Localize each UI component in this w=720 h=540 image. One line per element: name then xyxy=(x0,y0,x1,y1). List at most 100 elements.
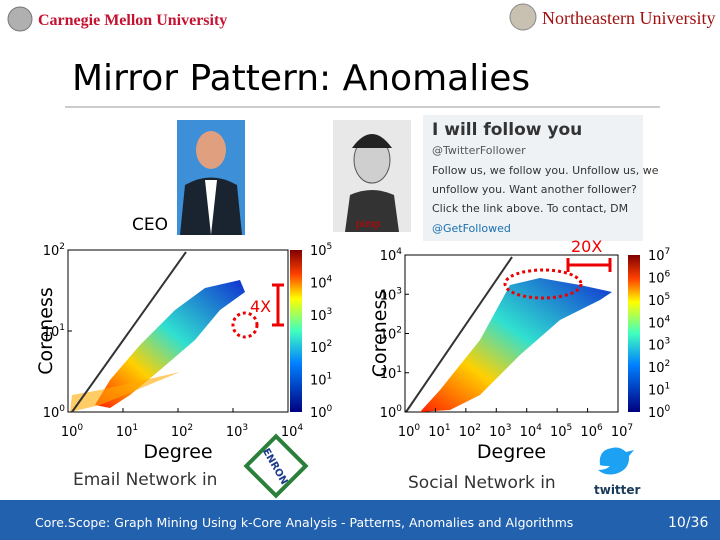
tick-label: 103 xyxy=(226,423,248,440)
y-axis-label: Coreness xyxy=(35,287,57,375)
density xyxy=(95,280,245,408)
tick-base: 10 xyxy=(550,425,567,440)
tick-label: 101 xyxy=(648,382,670,399)
tick-base: 10 xyxy=(398,425,415,440)
tick-exp: 2 xyxy=(59,242,65,252)
footer-bar xyxy=(0,500,720,540)
tick-base: 10 xyxy=(43,244,60,259)
tick-base: 10 xyxy=(489,425,506,440)
tick-base: 10 xyxy=(580,425,597,440)
tick-label: 105 xyxy=(550,423,572,440)
tick-label: 103 xyxy=(310,307,332,324)
tick-base: 10 xyxy=(116,425,133,440)
tick-exp: 4 xyxy=(396,247,402,257)
cmu-logo: Carnegie Mellon University xyxy=(38,12,227,29)
tick-label: 100 xyxy=(648,404,671,421)
tick-label: 106 xyxy=(648,269,671,286)
tick-label: 100 xyxy=(380,404,403,421)
tick-label: 101 xyxy=(380,365,402,382)
tick-base: 10 xyxy=(380,249,397,264)
tick-exp: 7 xyxy=(627,423,633,433)
tick-exp: 3 xyxy=(327,307,333,317)
tick-label: 107 xyxy=(611,423,633,440)
caption: Social Network in xyxy=(408,473,556,493)
bracket xyxy=(566,258,612,272)
tick-base: 10 xyxy=(459,425,476,440)
tweet-card xyxy=(423,115,643,241)
tick-base: 10 xyxy=(310,406,327,421)
tick-base: 10 xyxy=(648,294,665,309)
tick-exp: 0 xyxy=(327,404,333,414)
tick-base: 10 xyxy=(648,316,665,331)
tick-exp: 7 xyxy=(665,247,671,257)
x-axis-label: Degree xyxy=(477,441,546,463)
anomaly-circle xyxy=(231,311,259,339)
tick-base: 10 xyxy=(226,425,243,440)
tick-label: 100 xyxy=(61,423,84,440)
annotation: 20X xyxy=(571,237,602,256)
tick-label: 100 xyxy=(398,423,421,440)
tick-exp: 1 xyxy=(59,323,65,333)
ceo-label: CEO xyxy=(132,215,168,235)
tick-base: 10 xyxy=(310,276,327,291)
caption: Email Network in xyxy=(73,470,217,490)
x-axis-label: Degree xyxy=(143,441,212,463)
tick-exp: 4 xyxy=(665,314,671,324)
tweet-line: Click the link above. To contact, DM xyxy=(432,202,628,215)
tweet-line: unfollow you. Want another follower? xyxy=(432,183,637,196)
tick-label: 104 xyxy=(648,314,671,331)
pimp-label: pimp xyxy=(356,216,381,230)
annotation: 4X xyxy=(250,297,271,316)
tick-label: 100 xyxy=(310,404,333,421)
plot-email: 4X xyxy=(67,249,302,413)
tick-label: 102 xyxy=(310,339,332,356)
cmu-seal xyxy=(7,6,33,32)
tick-base: 10 xyxy=(310,309,327,324)
tick-base: 10 xyxy=(171,425,188,440)
tick-exp: 3 xyxy=(396,286,402,296)
tick-exp: 3 xyxy=(242,423,248,433)
tick-exp: 5 xyxy=(665,292,671,302)
tick-label: 101 xyxy=(310,372,332,389)
tick-label: 103 xyxy=(380,286,402,303)
tick-label: 101 xyxy=(116,423,138,440)
tweet-handle: @TwitterFollower xyxy=(432,144,526,157)
tick-label: 102 xyxy=(171,423,193,440)
plot-social: 20X xyxy=(404,237,640,413)
tick-exp: 0 xyxy=(59,404,65,414)
tick-base: 10 xyxy=(648,361,665,376)
slide-title: Mirror Pattern: Anomalies xyxy=(72,58,530,99)
tick-exp: 1 xyxy=(132,423,138,433)
tick-label: 104 xyxy=(310,274,333,291)
ceo-photo xyxy=(177,120,245,235)
tick-base: 10 xyxy=(648,406,665,421)
mirror-line xyxy=(405,256,513,413)
tick-label: 104 xyxy=(520,423,543,440)
tick-exp: 4 xyxy=(327,274,333,284)
tick-base: 10 xyxy=(380,406,397,421)
tick-base: 10 xyxy=(648,249,665,264)
mirror-line xyxy=(71,251,187,413)
tick-base: 10 xyxy=(648,384,665,399)
tick-exp: 2 xyxy=(327,339,333,349)
tick-base: 10 xyxy=(380,367,397,382)
tweet-line: Follow us, we follow you. Unfollow us, w… xyxy=(432,164,659,177)
tick-base: 10 xyxy=(61,425,78,440)
bracket xyxy=(272,283,284,327)
tick-exp: 0 xyxy=(396,404,402,414)
tick-exp: 2 xyxy=(396,326,402,336)
anomaly-circle xyxy=(503,268,583,300)
tick-base: 10 xyxy=(43,325,60,340)
tweet-link: @GetFollowed xyxy=(432,222,511,235)
tick-exp: 1 xyxy=(665,382,671,392)
pimp-photo xyxy=(333,120,411,232)
tick-exp: 5 xyxy=(327,242,333,252)
nu-logo: Northeastern University xyxy=(542,8,715,28)
tick-label: 102 xyxy=(380,326,402,343)
tick-label: 101 xyxy=(43,323,65,340)
tick-label: 102 xyxy=(43,242,65,259)
twitter-text: twitter xyxy=(594,483,641,497)
tick-exp: 3 xyxy=(665,337,671,347)
twitter-logo: twitter xyxy=(594,447,641,497)
